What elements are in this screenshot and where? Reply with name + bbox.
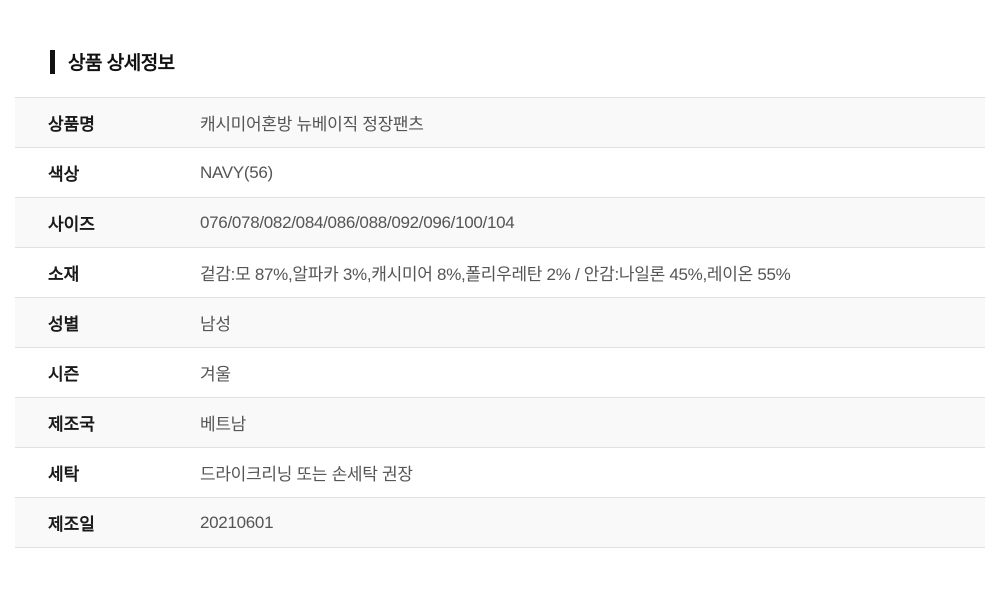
row-value: 20210601 [200,512,274,532]
table-row: 제조일 20210601 [15,498,985,548]
row-value: 드라이크리닝 또는 손세탁 권장 [200,465,413,484]
row-value: 남성 [200,315,231,334]
row-label: 성별 [48,315,80,334]
row-value: 겉감:모 87%,알파카 3%,캐시미어 8%,폴리우레탄 2% / 안감:나일… [200,265,791,284]
table-row: 시즌 겨울 [15,348,985,398]
table-row: 제조국 베트남 [15,398,985,448]
row-label: 제조국 [48,415,95,434]
product-detail-table: 상품명 캐시미어혼방 뉴베이직 정장팬츠 색상 NAVY(56) 사이즈 076… [15,97,985,548]
row-label: 사이즈 [48,215,95,234]
row-label: 소재 [48,265,80,284]
row-value: NAVY(56) [200,162,273,182]
page-title: 상품 상세정보 [68,53,175,74]
row-value: 겨울 [200,365,231,384]
section-header: 상품 상세정보 [50,48,175,75]
row-label: 시즌 [48,365,80,384]
table-row: 상품명 캐시미어혼방 뉴베이직 정장팬츠 [15,98,985,148]
table-row: 세탁 드라이크리닝 또는 손세탁 권장 [15,448,985,498]
row-value: 캐시미어혼방 뉴베이직 정장팬츠 [200,115,424,134]
row-value: 베트남 [200,415,247,434]
row-label: 제조일 [48,515,95,534]
table-row: 사이즈 076/078/082/084/086/088/092/096/100/… [15,198,985,248]
row-value: 076/078/082/084/086/088/092/096/100/104 [200,212,515,232]
row-label: 상품명 [48,115,95,134]
table-row: 색상 NAVY(56) [15,148,985,198]
row-label: 세탁 [48,465,80,484]
table-row: 성별 남성 [15,298,985,348]
title-accent-bar [50,49,55,74]
row-label: 색상 [48,165,80,184]
table-row: 소재 겉감:모 87%,알파카 3%,캐시미어 8%,폴리우레탄 2% / 안감… [15,248,985,298]
